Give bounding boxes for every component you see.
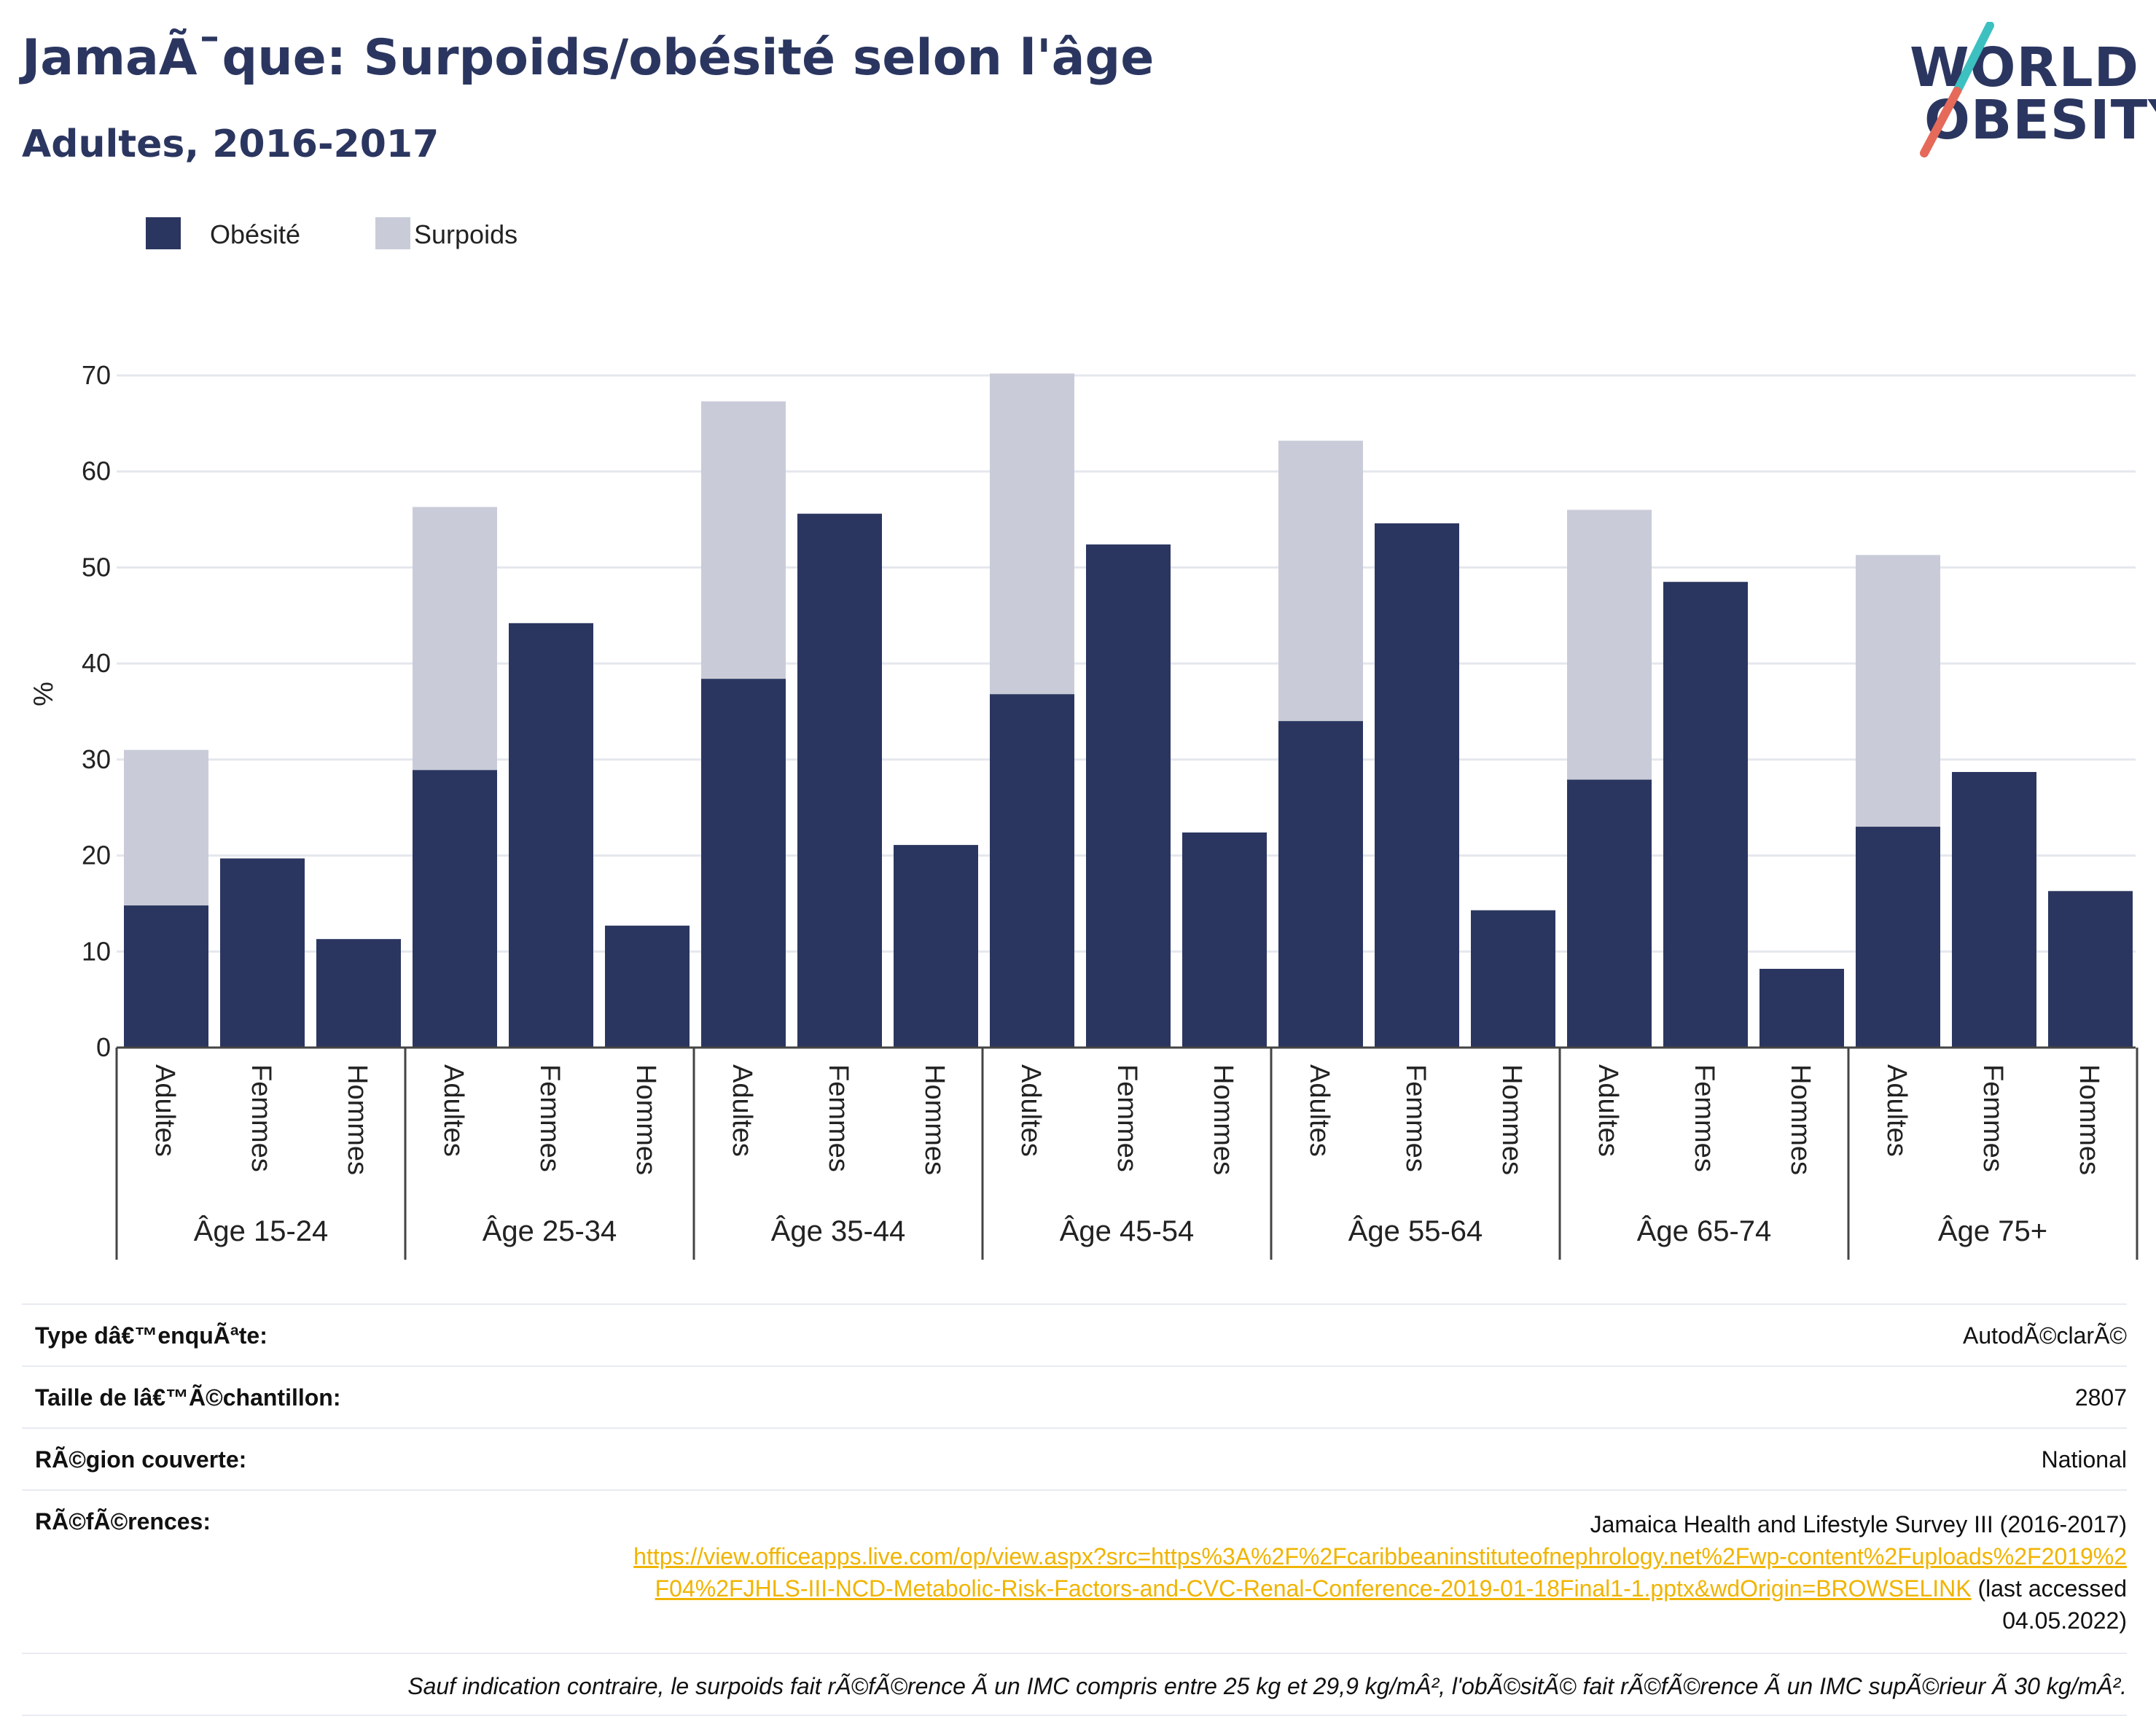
y-tick-label: 50 [82,552,111,582]
x-category-label: Femmes [823,1064,854,1172]
reference-link[interactable]: https://view.officeapps.live.com/op/view… [633,1543,2127,1602]
x-group-label: Âge 35-44 [771,1214,906,1247]
survey-type-label: Type dâ€™enquÃªte: [35,1322,267,1349]
bar-obesity [2048,891,2133,1048]
region-value: National [2041,1446,2127,1473]
legend-swatch-obesity [146,217,181,249]
bar-obesity [1182,832,1267,1048]
x-category-label: Femmes [1400,1064,1431,1172]
page-title: JamaÃ¯que: Surpoids/obésité selon l'âge [22,29,1155,87]
stacked-bar-chart: Obésité Surpoids 0 10 20 30 40 50 60 70% Adultes Fe… [28,217,2139,1260]
reference-accessed: (last accessed 04.05.2022) [1971,1575,2127,1634]
x-group-label: Âge 55-64 [1348,1214,1483,1247]
region-row: RÃ©gion couverte: National [22,1427,2127,1489]
legend-swatch-overweight [375,217,410,249]
x-category-label: Femmes [246,1064,276,1172]
bar-obesity [1856,827,1940,1048]
y-tick-label: 10 [82,936,111,966]
x-category-label: Adultes [1881,1064,1912,1157]
bar-obesity [124,905,208,1048]
bar-obesity [797,513,882,1048]
survey-type-value: AutodÃ©clarÃ© [1962,1322,2127,1349]
sample-size-value: 2807 [2074,1384,2127,1411]
x-category-label: Femmes [1977,1064,2008,1172]
bar-obesity [1759,968,1844,1048]
y-tick-label: 60 [82,456,111,486]
bar-obesity [990,694,1074,1048]
references-value: Jamaica Health and Lifestyle Survey III … [633,1508,2127,1637]
x-category-label: Adultes [1593,1064,1623,1157]
legend-label-obesity: Obésité [210,219,300,249]
x-category-label: Femmes [1112,1064,1142,1172]
x-category-label: Adultes [1015,1064,1046,1157]
bar-obesity [220,858,305,1048]
x-category-label: Hommes [630,1064,661,1175]
x-group-label: Âge 45-54 [1060,1214,1195,1247]
bar-obesity [701,679,786,1048]
logo-slash-icon [1920,22,1994,157]
bar-obesity [509,623,593,1048]
x-category-label: Hommes [1208,1064,1238,1175]
y-tick-label: 70 [82,360,111,390]
logo-line-1: WORLD [1910,36,2140,99]
x-category-label: Hommes [2074,1064,2104,1175]
bar-obesity [316,939,401,1048]
x-category-label: Adultes [1304,1064,1335,1157]
x-category-label: Adultes [727,1064,757,1157]
x-category-label: Hommes [1785,1064,1816,1175]
bar-obesity [1375,523,1459,1048]
y-tick-label: 20 [82,841,111,870]
y-tick-label: 40 [82,648,111,678]
y-tick-label: 0 [96,1032,111,1062]
bar-obesity [1471,910,1555,1048]
definition-footnote: Sauf indication contraire, le surpoids f… [22,1653,2127,1716]
survey-info-table: Type dâ€™enquÃªte: AutodÃ©clarÃ© Taille … [22,1303,2127,1716]
y-axis-label: % [28,682,59,706]
x-category-label: Adultes [149,1064,180,1157]
x-category-label: Hommes [342,1064,372,1175]
x-group-label: Âge 65-74 [1637,1214,1772,1247]
region-label: RÃ©gion couverte: [35,1446,247,1473]
world-obesity-logo: WORLD OBESITY [1902,22,2156,160]
x-category-label: Femmes [1689,1064,1719,1172]
x-group-label: Âge 25-34 [483,1214,617,1247]
page-subtitle: Adultes, 2016-2017 [22,122,440,166]
bar-obesity [605,925,690,1048]
x-category-label: Adultes [438,1064,469,1157]
bar-obesity [894,845,978,1048]
x-group-label: Âge 75+ [1938,1214,2047,1247]
bar-obesity [413,770,497,1048]
legend-label-overweight: Surpoids [414,219,517,249]
sample-size-row: Taille de lâ€™Ã©chantillon: 2807 [22,1365,2127,1427]
bar-obesity [1278,721,1363,1048]
x-group-label: Âge 15-24 [194,1214,329,1247]
reference-title: Jamaica Health and Lifestyle Survey III … [1590,1511,2127,1537]
references-row: RÃ©fÃ©rences: Jamaica Health and Lifesty… [22,1489,2127,1653]
y-tick-label: 30 [82,744,111,774]
sample-size-label: Taille de lâ€™Ã©chantillon: [35,1384,341,1411]
bar-obesity [1567,779,1652,1048]
x-category-label: Hommes [919,1064,950,1175]
x-category-label: Hommes [1496,1064,1527,1175]
references-label: RÃ©fÃ©rences: [35,1508,211,1535]
logo-line-2: OBESITY [1924,89,2156,152]
bar-obesity [1086,544,1171,1048]
survey-type-row: Type dâ€™enquÃªte: AutodÃ©clarÃ© [22,1303,2127,1365]
bar-obesity [1952,771,2036,1048]
bar-obesity [1663,582,1748,1048]
x-category-label: Femmes [534,1064,565,1172]
